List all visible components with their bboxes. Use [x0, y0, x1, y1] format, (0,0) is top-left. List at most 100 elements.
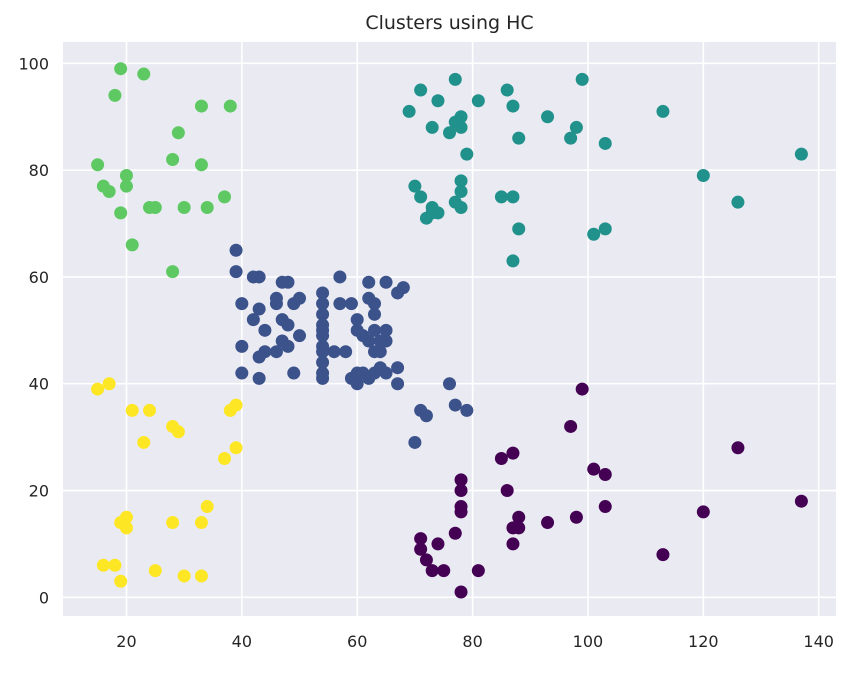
data-point-cluster-2	[402, 104, 416, 118]
data-point-cluster-4	[143, 403, 157, 417]
data-point-cluster-4	[91, 382, 105, 396]
data-point-cluster-0	[425, 564, 439, 578]
data-point-cluster-1	[333, 270, 347, 284]
data-point-cluster-0	[512, 521, 526, 535]
data-point-cluster-2	[564, 131, 578, 145]
data-point-cluster-3	[223, 99, 237, 113]
data-point-cluster-3	[166, 152, 180, 166]
data-point-cluster-2	[408, 179, 422, 193]
data-point-cluster-2	[431, 94, 445, 108]
data-point-cluster-2	[506, 99, 520, 113]
data-point-cluster-1	[229, 265, 243, 279]
data-point-cluster-1	[316, 297, 330, 311]
data-point-cluster-1	[373, 345, 387, 359]
data-point-cluster-4	[171, 425, 185, 439]
data-point-cluster-4	[137, 435, 151, 449]
data-point-cluster-1	[333, 297, 347, 311]
data-point-cluster-4	[194, 516, 208, 530]
data-point-cluster-2	[454, 120, 468, 134]
data-point-cluster-1	[460, 403, 474, 417]
data-point-cluster-2	[696, 168, 710, 182]
data-point-cluster-2	[598, 222, 612, 236]
data-point-cluster-3	[125, 238, 139, 252]
data-point-cluster-0	[575, 382, 589, 396]
data-point-cluster-1	[316, 355, 330, 369]
data-point-cluster-3	[119, 179, 133, 193]
data-point-cluster-0	[598, 500, 612, 514]
data-point-cluster-4	[229, 398, 243, 412]
data-point-cluster-0	[494, 451, 508, 465]
data-point-cluster-0	[437, 564, 451, 578]
data-point-cluster-3	[119, 168, 133, 182]
data-point-cluster-0	[454, 473, 468, 487]
data-point-cluster-4	[148, 564, 162, 578]
data-point-cluster-4	[114, 574, 128, 588]
data-point-cluster-3	[114, 62, 128, 76]
data-point-cluster-2	[541, 110, 555, 124]
data-point-cluster-0	[794, 494, 808, 508]
data-point-cluster-2	[512, 131, 526, 145]
data-point-cluster-2	[587, 227, 601, 241]
x-tick-label: 60	[347, 632, 367, 651]
data-point-cluster-0	[506, 537, 520, 551]
data-point-cluster-1	[316, 286, 330, 300]
data-point-cluster-1	[252, 302, 266, 316]
data-point-cluster-4	[166, 516, 180, 530]
data-point-cluster-2	[494, 190, 508, 204]
data-point-cluster-1	[252, 371, 266, 385]
y-tick-label: 80	[29, 161, 49, 180]
data-point-cluster-4	[218, 451, 232, 465]
y-axis-ticks: 0 20 40 60 80 100	[18, 54, 49, 607]
y-tick-label: 40	[29, 375, 49, 394]
data-point-cluster-0	[587, 462, 601, 476]
data-point-cluster-3	[218, 190, 232, 204]
data-point-cluster-1	[327, 345, 341, 359]
data-point-cluster-1	[379, 323, 393, 337]
data-point-cluster-0	[419, 553, 433, 567]
data-point-cluster-1	[339, 345, 353, 359]
data-point-cluster-3	[194, 158, 208, 172]
y-tick-label: 0	[39, 588, 49, 607]
data-point-cluster-4	[96, 558, 110, 572]
data-point-cluster-3	[102, 185, 116, 199]
data-point-cluster-2	[512, 222, 526, 236]
data-point-cluster-1	[368, 323, 382, 337]
data-point-cluster-2	[454, 185, 468, 199]
data-point-cluster-4	[177, 569, 191, 583]
data-point-cluster-0	[414, 532, 428, 546]
data-point-cluster-1	[258, 345, 272, 359]
data-point-cluster-2	[460, 147, 474, 161]
data-point-cluster-0	[454, 585, 468, 599]
data-point-cluster-3	[108, 88, 122, 102]
data-point-cluster-3	[200, 201, 214, 215]
data-point-cluster-1	[362, 275, 376, 289]
data-point-cluster-0	[656, 548, 670, 562]
data-point-cluster-1	[350, 377, 364, 391]
data-point-cluster-4	[119, 521, 133, 535]
data-point-cluster-2	[731, 195, 745, 209]
x-tick-label: 80	[462, 632, 482, 651]
data-point-cluster-1	[258, 323, 272, 337]
data-point-cluster-1	[379, 366, 393, 380]
x-tick-label: 100	[573, 632, 604, 651]
data-point-cluster-4	[229, 441, 243, 455]
data-point-cluster-1	[391, 377, 405, 391]
x-tick-label: 120	[688, 632, 719, 651]
data-point-cluster-0	[414, 542, 428, 556]
data-point-cluster-1	[362, 334, 376, 348]
data-point-cluster-1	[235, 366, 249, 380]
data-point-cluster-2	[454, 201, 468, 215]
data-point-cluster-3	[148, 201, 162, 215]
data-point-cluster-1	[293, 329, 307, 343]
data-point-cluster-1	[316, 345, 330, 359]
y-tick-label: 20	[29, 482, 49, 501]
y-tick-label: 60	[29, 268, 49, 287]
data-point-cluster-0	[696, 505, 710, 519]
data-point-cluster-1	[293, 291, 307, 305]
data-point-cluster-2	[506, 254, 520, 268]
data-point-cluster-3	[166, 265, 180, 279]
data-point-cluster-0	[454, 484, 468, 498]
data-point-cluster-2	[500, 83, 514, 97]
data-point-cluster-0	[471, 564, 485, 578]
